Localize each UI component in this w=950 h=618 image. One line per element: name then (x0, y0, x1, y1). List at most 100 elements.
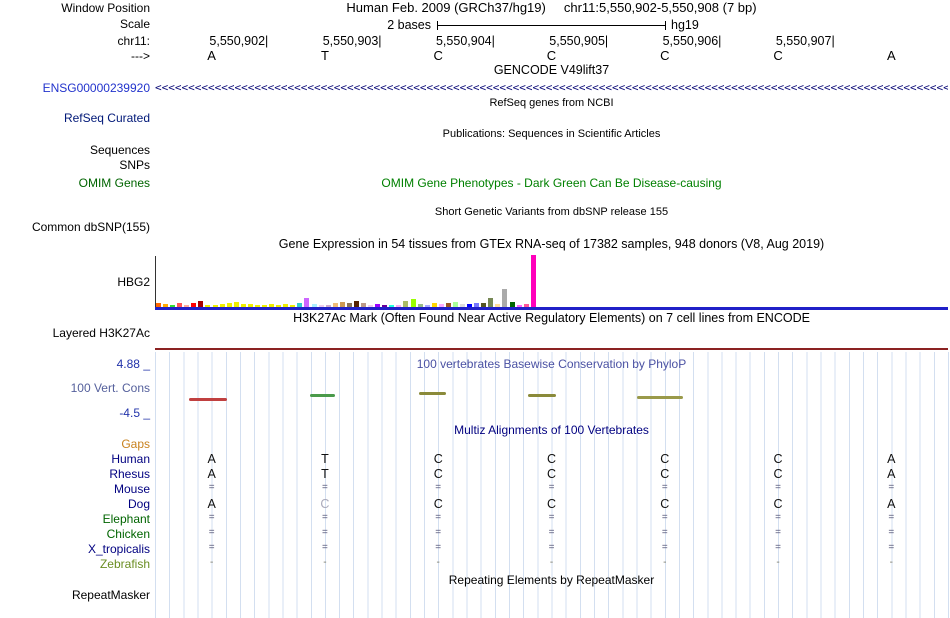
gtex-bar (346, 303, 352, 307)
gtex-bar (431, 303, 437, 307)
track-title-dbsnp[interactable]: Short Genetic Variants from dbSNP releas… (434, 206, 669, 218)
alignment-cell: - (663, 557, 667, 568)
gtex-bar (262, 305, 268, 307)
conservation-mark (637, 396, 683, 399)
track-label-gtex-gene[interactable]: HBG2 (117, 275, 150, 289)
conservation-mark (189, 398, 227, 401)
gtex-bar (474, 303, 480, 307)
gtex-bar (339, 302, 345, 307)
alignment-cell: = (888, 527, 895, 538)
gtex-bar (163, 304, 169, 307)
track-label-sequences[interactable]: Sequences (89, 143, 150, 157)
gtex-bar (318, 305, 324, 307)
alignment-cell: - (549, 557, 554, 568)
alignment-cell: C (546, 467, 556, 481)
base-letter: C (660, 48, 670, 63)
strand-arrow-label: ---> (131, 49, 150, 63)
gtex-bar (226, 303, 232, 307)
alignment-cell: = (208, 512, 215, 523)
ruler-position-label: 5,550,904| (435, 34, 495, 48)
track-title-publications[interactable]: Publications: Sequences in Scientific Ar… (442, 128, 661, 140)
ruler-position-label: 5,550,902| (209, 34, 269, 48)
alignment-cell: = (548, 482, 555, 493)
species-label-x_tropicalis[interactable]: X_tropicalis (87, 542, 150, 556)
alignment-cell: A (207, 452, 216, 466)
track-title-gencode[interactable]: GENCODE V49lift37 (493, 63, 610, 77)
gtex-bars[interactable] (156, 255, 552, 307)
gtex-bar (460, 304, 465, 307)
species-label-elephant[interactable]: Elephant (102, 512, 150, 526)
species-label-rhesus[interactable]: Rhesus (109, 467, 150, 481)
track-title-multiz[interactable]: Multiz Alignments of 100 Vertebrates (454, 423, 649, 437)
track-label-layered-h3k27ac[interactable]: Layered H3K27Ac (52, 326, 150, 340)
species-label-chicken[interactable]: Chicken (106, 527, 150, 541)
track-label-refseq-curated[interactable]: RefSeq Curated (63, 111, 150, 125)
gtex-bar (396, 305, 402, 307)
track-label-common-dbsnp[interactable]: Common dbSNP(155) (31, 220, 150, 234)
alignment-cell: A (887, 497, 896, 511)
track-label-snps[interactable]: SNPs (119, 158, 150, 172)
alignment-cell: C (660, 467, 670, 481)
gtex-bar (467, 304, 473, 307)
gtex-bar (361, 303, 367, 307)
gtex-bar (382, 305, 388, 307)
gtex-bar (254, 305, 260, 307)
gene-arrow-line[interactable]: <<<<<<<<<<<<<<<<<<<<<<<<<<<<<<<<<<<<<<<<… (155, 81, 948, 94)
scale-value-label: 2 bases (387, 18, 431, 32)
alignment-cell: A (887, 452, 896, 466)
gtex-bar (198, 301, 204, 307)
gtex-bar (481, 303, 487, 307)
conservation-max-label: 4.88 _ (116, 357, 150, 371)
track-title-omim[interactable]: OMIM Gene Phenotypes - Dark Green Can Be… (381, 176, 722, 190)
gtex-bar (212, 305, 218, 307)
base-letter: C (773, 48, 783, 63)
alignment-cell: C (433, 497, 443, 511)
base-letter: A (207, 48, 216, 63)
alignment-cell: C (546, 452, 556, 466)
conservation-min-label: -4.5 _ (119, 406, 150, 420)
base-letter: C (433, 48, 443, 63)
alignment-cell: = (888, 512, 895, 523)
gtex-gene-model-line[interactable] (155, 307, 948, 310)
species-label-human[interactable]: Human (111, 452, 150, 466)
track-label-gene-id[interactable]: ENSG00000239920 (42, 81, 150, 95)
chromosome-label: chr11: (117, 34, 150, 48)
gtex-bar (205, 305, 211, 307)
track-label-cons[interactable]: 100 Vert. Cons (70, 381, 150, 395)
track-title-repeatmasker[interactable]: Repeating Elements by RepeatMasker (448, 573, 655, 587)
species-label-mouse[interactable]: Mouse (113, 482, 150, 496)
alignment-cell: C (660, 452, 670, 466)
gtex-axis-line (155, 256, 156, 307)
gtex-bar (269, 304, 275, 307)
track-title-gtex[interactable]: Gene Expression in 54 tissues from GTEx … (278, 237, 825, 251)
alignment-cell: = (661, 512, 668, 523)
genome-name-label: hg19 (671, 18, 699, 32)
base-letter: T (320, 48, 329, 63)
conservation-mark (528, 394, 556, 397)
gtex-bar (368, 305, 374, 307)
track-label-omim-genes[interactable]: OMIM Genes (78, 176, 150, 190)
species-label-zebrafish[interactable]: Zebrafish (99, 557, 150, 571)
species-label-gaps[interactable]: Gaps (121, 437, 150, 451)
track-title-phylop[interactable]: 100 vertebrates Basewise Conservation by… (416, 357, 687, 371)
gtex-bar (325, 305, 331, 307)
track-title-h3k27ac[interactable]: H3K27Ac Mark (Often Found Near Active Re… (293, 311, 810, 325)
gtex-bar (247, 304, 253, 307)
track-label-repeatmasker[interactable]: RepeatMasker (71, 588, 150, 602)
h3k27ac-baseline (155, 348, 948, 350)
alignment-cell: = (435, 512, 442, 523)
alignment-cell: = (435, 527, 442, 538)
gtex-bar (283, 304, 289, 307)
alignment-cell: = (208, 527, 215, 538)
alignment-cell: - (776, 557, 780, 568)
alignment-cell: C (773, 467, 783, 481)
species-label-dog[interactable]: Dog (127, 497, 150, 511)
alignment-cell: = (888, 542, 895, 553)
gtex-bar (523, 304, 529, 307)
ruler-position-label: 5,550,903| (322, 34, 382, 48)
gtex-bar (184, 305, 190, 307)
alignment-cell: = (322, 512, 328, 523)
gtex-bar (403, 301, 409, 307)
track-title-refseq[interactable]: RefSeq genes from NCBI (489, 97, 614, 109)
